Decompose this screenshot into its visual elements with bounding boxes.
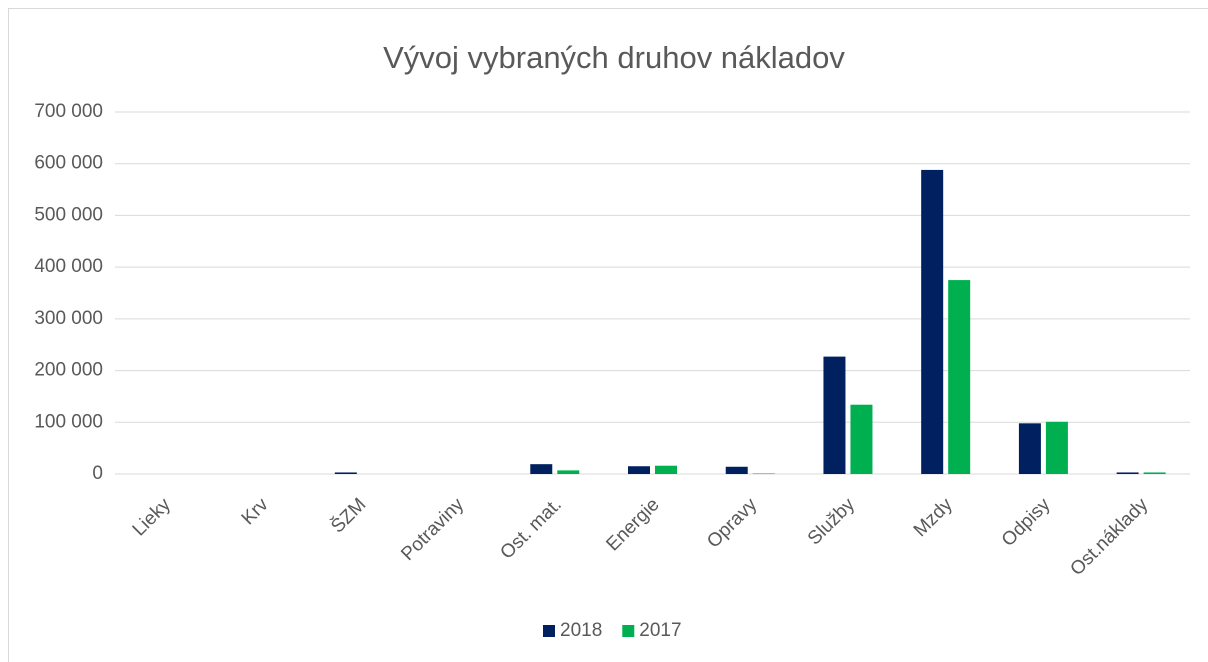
bar (823, 356, 846, 474)
chart-border (8, 8, 1208, 662)
y-tick-label: 100 000 (34, 411, 103, 432)
bar (850, 404, 873, 474)
y-tick-label: 500 000 (34, 204, 103, 225)
bar (334, 472, 357, 474)
bar (530, 464, 553, 474)
bar (628, 466, 650, 474)
bar (1018, 423, 1041, 474)
bar (752, 473, 775, 474)
bar (1045, 421, 1068, 474)
legend-label: 2017 (639, 620, 681, 641)
legend-swatch (622, 625, 635, 637)
y-tick-label: 200 000 (34, 360, 103, 381)
bar (1116, 472, 1139, 474)
bar (557, 470, 580, 474)
y-tick-label: 700 000 (34, 101, 103, 122)
bar (921, 169, 944, 475)
bar (655, 465, 677, 474)
legend-label: 2018 (560, 620, 602, 641)
bar (1143, 472, 1166, 474)
legend-swatch (543, 625, 555, 637)
y-tick-label: 400 000 (34, 256, 103, 277)
y-tick-label: 600 000 (34, 153, 103, 174)
y-tick-label: 300 000 (34, 308, 103, 329)
chart-title: Vývoj vybraných druhov nákladov (383, 40, 845, 75)
y-tick-label: 0 (92, 463, 103, 484)
bar (948, 280, 971, 474)
bar (725, 466, 748, 474)
